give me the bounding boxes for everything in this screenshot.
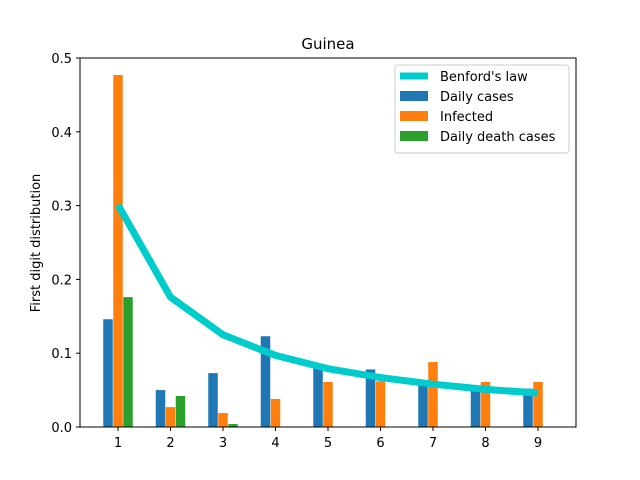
x-tick-label: 4	[271, 436, 279, 451]
bar	[218, 412, 228, 427]
y-tick-label: 0.5	[51, 52, 72, 67]
bar	[155, 390, 166, 427]
bar	[270, 398, 281, 427]
y-tick-label: 0.4	[51, 126, 72, 141]
bar	[228, 424, 238, 427]
bar	[323, 381, 333, 427]
bar	[165, 407, 176, 427]
bar	[103, 319, 113, 427]
bar	[418, 381, 428, 427]
x-tick-label: 5	[324, 436, 332, 451]
bar	[375, 381, 386, 427]
legend-swatch	[400, 111, 428, 121]
x-tick-label: 1	[114, 436, 122, 451]
y-tick-label: 0.0	[51, 421, 72, 436]
bar	[365, 369, 376, 427]
legend-swatch	[400, 131, 428, 141]
y-tick-label: 0.2	[51, 273, 72, 288]
bar	[428, 362, 438, 427]
x-tick-label: 8	[481, 436, 489, 451]
bar	[480, 381, 491, 427]
legend-swatch	[400, 91, 428, 101]
y-tick-label: 0.3	[51, 200, 72, 215]
bar	[313, 367, 323, 427]
plot-area: 1 2 3 4 5 6 7 8 9 0.0 0.1 0.2 0.3 0.4 0.5	[51, 52, 577, 451]
series-line	[114, 203, 539, 397]
bar	[113, 74, 123, 427]
bar	[175, 396, 186, 427]
x-tick-label: 7	[429, 436, 437, 451]
bar	[260, 336, 271, 427]
y-tick-label: 0.1	[51, 347, 72, 362]
bar	[533, 381, 543, 427]
x-tick-label: 2	[166, 436, 174, 451]
bar	[470, 388, 481, 427]
legend-box	[394, 64, 570, 154]
x-tick-label: 9	[534, 436, 542, 451]
chart-title: Guinea	[301, 35, 354, 53]
legend-label: Infected	[440, 110, 493, 125]
y-axis-label: First digit distribution	[29, 174, 44, 313]
legend-label: Daily cases	[440, 90, 514, 105]
bar	[208, 373, 218, 427]
x-tick-label: 3	[219, 436, 227, 451]
bar	[123, 297, 133, 427]
x-tick-label: 6	[376, 436, 384, 451]
legend-label: Daily death cases	[440, 130, 556, 145]
legend-label: Benford's law	[440, 70, 528, 85]
legend: Benford's law Daily cases Infected Daily de…	[394, 64, 570, 154]
bar	[523, 388, 533, 427]
